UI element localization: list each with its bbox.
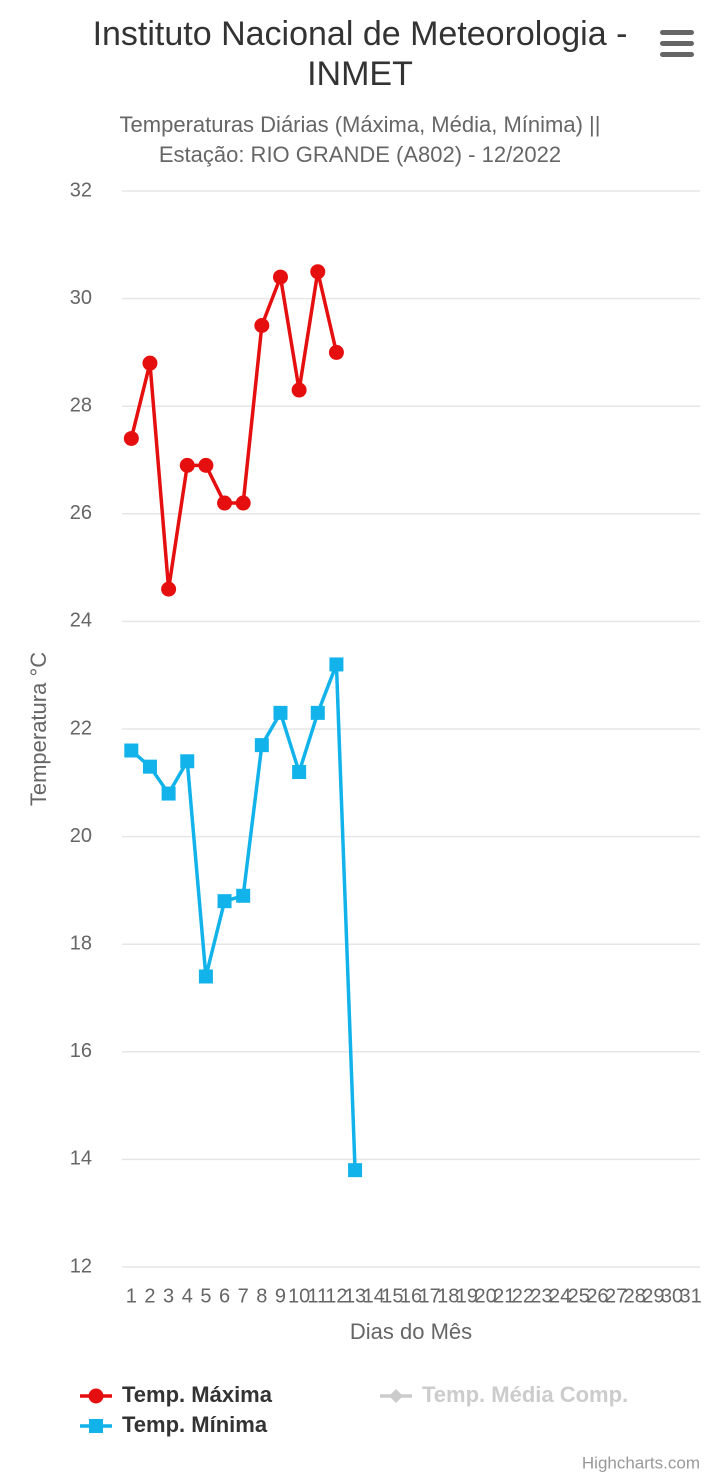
marker bbox=[310, 705, 325, 720]
x-tick-label: 12 bbox=[325, 1285, 347, 1307]
marker bbox=[217, 894, 232, 909]
x-tick-label: 9 bbox=[275, 1285, 286, 1307]
marker bbox=[198, 457, 214, 473]
legend-item[interactable]: Temp. Média Comp. bbox=[380, 1382, 628, 1407]
x-tick-label: 26 bbox=[586, 1285, 608, 1307]
x-tick-label: 31 bbox=[680, 1285, 702, 1307]
y-tick-label: 14 bbox=[70, 1148, 92, 1170]
x-tick-label: 20 bbox=[474, 1285, 496, 1307]
series-line bbox=[129, 269, 339, 591]
x-tick-label: 16 bbox=[400, 1285, 422, 1307]
x-tick-label: 5 bbox=[200, 1285, 211, 1307]
marker bbox=[236, 888, 251, 903]
marker bbox=[123, 430, 139, 446]
legend-symbol-marker bbox=[88, 1388, 104, 1404]
x-tick-label: 10 bbox=[288, 1285, 310, 1307]
marker bbox=[217, 495, 233, 511]
y-tick-label: 30 bbox=[70, 287, 92, 309]
marker bbox=[235, 495, 251, 511]
x-tick-label: 21 bbox=[493, 1285, 515, 1307]
marker bbox=[161, 581, 177, 597]
x-tick-label: 1 bbox=[126, 1285, 137, 1307]
x-tick-label: 11 bbox=[307, 1285, 328, 1307]
x-tick-label: 28 bbox=[624, 1285, 646, 1307]
chart-subtitle: Temperaturas Diárias (Máxima, Média, Mín… bbox=[119, 112, 601, 167]
marker bbox=[198, 969, 213, 984]
marker bbox=[161, 786, 176, 801]
x-tick-label: 17 bbox=[419, 1285, 441, 1307]
x-tick-label: 18 bbox=[437, 1285, 459, 1307]
x-tick-label: 8 bbox=[256, 1285, 267, 1307]
marker bbox=[272, 269, 288, 285]
legend-symbol-marker bbox=[389, 1389, 403, 1403]
x-tick-label: 23 bbox=[530, 1285, 552, 1307]
y-tick-label: 16 bbox=[70, 1040, 92, 1062]
marker bbox=[180, 754, 195, 769]
x-tick-label: 29 bbox=[642, 1285, 664, 1307]
legend-label: Temp. Média Comp. bbox=[422, 1382, 628, 1407]
x-axis-label: Dias do Mês bbox=[350, 1319, 472, 1344]
y-tick-label: 18 bbox=[70, 932, 92, 954]
x-tick-label: 3 bbox=[163, 1285, 174, 1307]
legend-symbol-marker bbox=[89, 1419, 103, 1433]
marker bbox=[329, 657, 344, 672]
y-axis-label: Temperatura °C bbox=[26, 652, 51, 806]
y-tick-label: 12 bbox=[70, 1255, 92, 1277]
x-tick-label: 24 bbox=[549, 1285, 571, 1307]
x-tick-label: 27 bbox=[605, 1285, 627, 1307]
marker bbox=[254, 318, 270, 333]
x-tick-label: 19 bbox=[456, 1285, 478, 1307]
x-tick-label: 7 bbox=[238, 1285, 249, 1307]
x-tick-label: 22 bbox=[512, 1285, 534, 1307]
x-tick-label: 15 bbox=[381, 1285, 403, 1307]
marker bbox=[348, 1163, 363, 1178]
legend-label: Temp. Máxima bbox=[122, 1382, 273, 1407]
y-tick-label: 32 bbox=[70, 179, 92, 201]
y-tick-label: 24 bbox=[70, 610, 92, 632]
x-tick-label: 4 bbox=[182, 1285, 193, 1307]
y-tick-label: 26 bbox=[70, 502, 92, 524]
marker bbox=[142, 355, 158, 371]
y-tick-label: 22 bbox=[70, 717, 92, 739]
marker bbox=[142, 759, 157, 774]
x-tick-label: 13 bbox=[344, 1285, 366, 1307]
x-tick-label: 25 bbox=[568, 1285, 590, 1307]
chart-title: Instituto Nacional de Meteorologia - INM… bbox=[92, 15, 628, 93]
marker bbox=[273, 705, 288, 720]
legend-label: Temp. Mínima bbox=[122, 1412, 268, 1437]
marker bbox=[292, 765, 307, 780]
y-tick-label: 28 bbox=[70, 394, 92, 416]
marker bbox=[124, 743, 139, 758]
legend-item[interactable]: Temp. Mínima bbox=[80, 1412, 268, 1437]
marker bbox=[291, 382, 307, 398]
menu-icon[interactable] bbox=[660, 30, 694, 57]
marker bbox=[254, 738, 269, 753]
x-tick-label: 2 bbox=[144, 1285, 155, 1307]
x-tick-label: 14 bbox=[363, 1285, 385, 1307]
marker bbox=[179, 457, 195, 473]
x-tick-label: 30 bbox=[661, 1285, 683, 1307]
x-tick-label: 6 bbox=[219, 1285, 230, 1307]
credits: Highcharts.com bbox=[582, 1453, 700, 1472]
series-line bbox=[130, 662, 357, 1171]
marker bbox=[310, 264, 326, 280]
marker bbox=[328, 344, 344, 360]
legend-item[interactable]: Temp. Máxima bbox=[80, 1382, 273, 1407]
y-tick-label: 20 bbox=[70, 825, 92, 847]
